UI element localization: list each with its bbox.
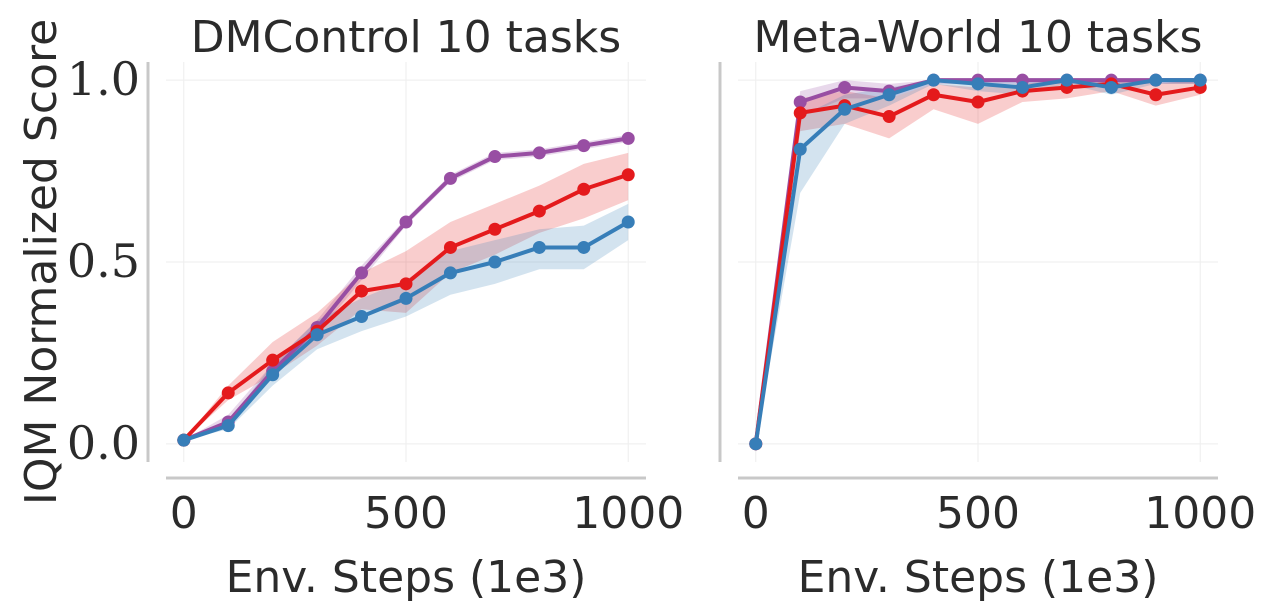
data-point-blue xyxy=(443,266,457,280)
data-point-blue xyxy=(1149,73,1163,87)
confidence-band-blue xyxy=(183,203,629,441)
data-point-blue xyxy=(793,142,807,156)
data-point-purple xyxy=(399,215,413,229)
data-point-blue xyxy=(221,419,235,433)
data-point-purple xyxy=(577,139,591,153)
data-point-blue xyxy=(838,102,852,116)
data-point-blue xyxy=(310,328,324,342)
data-point-red xyxy=(266,353,280,367)
data-point-purple xyxy=(793,95,807,109)
data-point-red xyxy=(532,204,546,218)
data-point-blue xyxy=(971,77,985,91)
data-point-red xyxy=(443,240,457,254)
x-tick-label: 500 xyxy=(364,488,448,539)
chart-panel-metaworld: Meta-World 10 tasks Env. Steps (1e3) 0 50… xyxy=(718,12,1256,603)
data-point-blue xyxy=(1015,80,1029,94)
y-tick-label: 0.5 xyxy=(67,234,140,288)
x-tick-label: 1000 xyxy=(1144,488,1256,539)
data-point-red xyxy=(1149,88,1163,102)
x-tick-label: 0 xyxy=(742,488,770,539)
y-tick-label: 0.0 xyxy=(67,416,140,470)
data-point-purple xyxy=(488,150,502,164)
data-point-blue xyxy=(532,240,546,254)
data-point-red xyxy=(577,182,591,196)
data-point-red xyxy=(793,106,807,120)
data-point-blue xyxy=(927,73,941,87)
x-tick-label: 1000 xyxy=(572,488,684,539)
data-point-blue xyxy=(266,368,280,382)
data-point-red xyxy=(399,277,413,291)
chart-title: DMControl 10 tasks xyxy=(191,12,621,63)
data-point-blue xyxy=(399,291,413,305)
y-axis-label: IQM Normalized Score xyxy=(16,19,67,505)
data-point-blue xyxy=(488,255,502,269)
data-point-blue xyxy=(177,433,191,447)
data-point-red xyxy=(355,284,369,298)
data-point-red xyxy=(882,110,896,124)
data-point-purple xyxy=(355,266,369,280)
x-tick-label: 0 xyxy=(170,488,198,539)
x-tick-label: 500 xyxy=(936,488,1020,539)
chart-panel-dmcontrol: DMControl 10 tasks Env. Steps (1e3) 0.0 0… xyxy=(67,12,684,603)
data-point-red xyxy=(971,95,985,109)
data-point-purple xyxy=(532,146,546,160)
data-point-blue xyxy=(1060,73,1074,87)
data-point-purple xyxy=(838,80,852,94)
chart-title: Meta-World 10 tasks xyxy=(754,12,1203,63)
data-point-blue xyxy=(749,437,763,451)
data-point-red xyxy=(488,222,502,236)
data-point-blue xyxy=(1104,80,1118,94)
x-axis-label: Env. Steps (1e3) xyxy=(798,552,1159,603)
data-point-blue xyxy=(577,240,591,254)
data-point-red xyxy=(927,88,941,102)
data-point-blue xyxy=(621,215,635,229)
x-axis-label: Env. Steps (1e3) xyxy=(226,552,587,603)
data-point-red xyxy=(621,168,635,182)
data-point-blue xyxy=(355,310,369,324)
data-point-purple xyxy=(443,171,457,185)
data-point-blue xyxy=(882,88,896,102)
y-tick-label: 1.0 xyxy=(67,52,140,106)
data-point-blue xyxy=(1193,73,1207,87)
data-point-purple xyxy=(621,131,635,145)
data-point-red xyxy=(221,386,235,400)
